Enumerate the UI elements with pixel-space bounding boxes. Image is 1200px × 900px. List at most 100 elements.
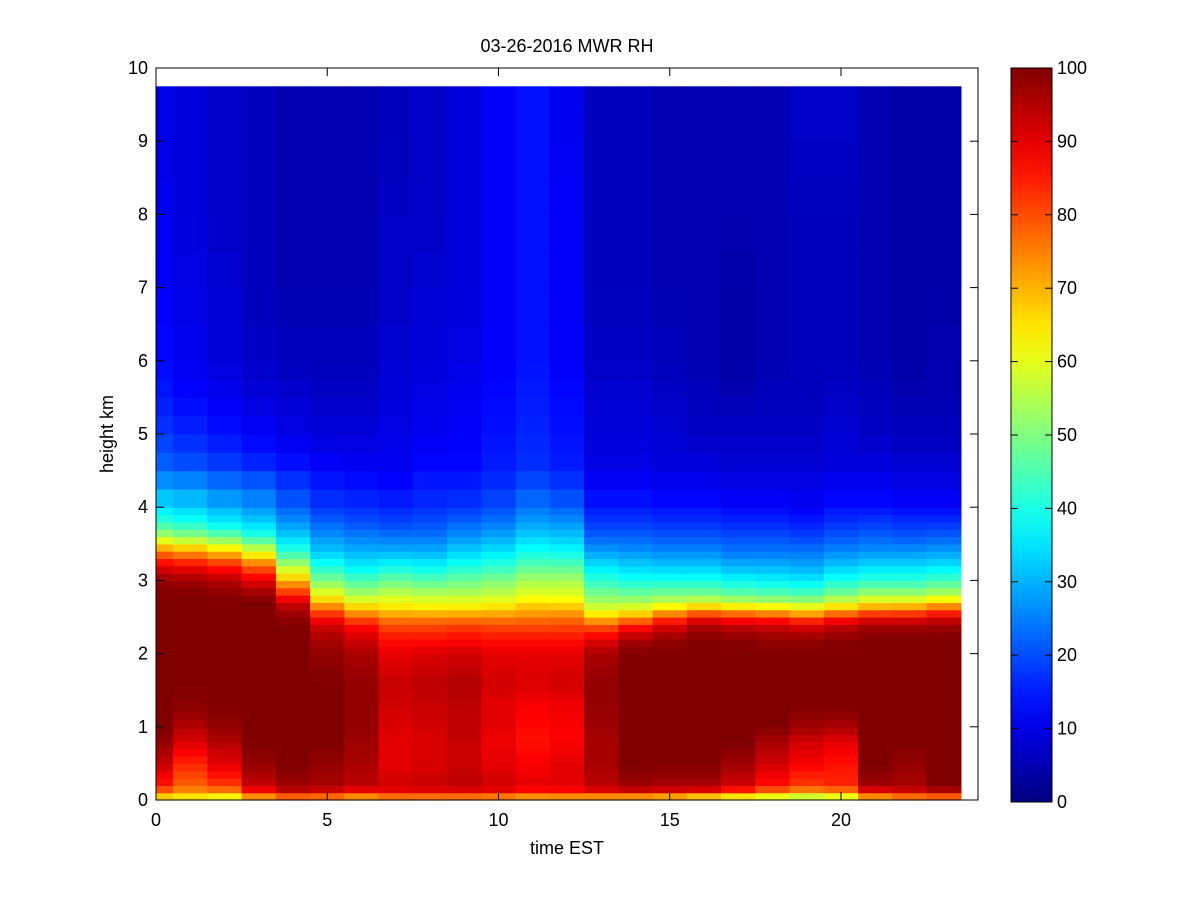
heatmap-cell [481, 470, 517, 490]
heatmap-cell [481, 488, 517, 508]
y-tick-label: 10 [128, 58, 148, 78]
heatmap-cell [755, 675, 791, 684]
heatmap-cell [344, 624, 380, 633]
heatmap-cell [481, 704, 517, 713]
heatmap-cell [515, 712, 551, 721]
heatmap-cell [584, 360, 619, 380]
heatmap-cell [823, 646, 859, 655]
heatmap-cell [549, 726, 585, 735]
heatmap-cell [926, 452, 962, 472]
heatmap-cell [618, 704, 654, 713]
heatmap-cell [156, 529, 174, 538]
heatmap-cell [892, 573, 928, 581]
heatmap-cell [310, 609, 345, 618]
heatmap-cell [207, 785, 243, 794]
heatmap-cell [173, 748, 208, 757]
heatmap-cell [515, 653, 551, 662]
heatmap-cell [412, 104, 448, 142]
heatmap-cell [926, 734, 962, 743]
heatmap-cell [823, 617, 859, 625]
heatmap-cell [789, 653, 825, 662]
heatmap-cell [549, 682, 585, 691]
heatmap-cell [858, 785, 893, 794]
heatmap-cell [412, 660, 448, 669]
heatmap-cell [173, 536, 208, 545]
heatmap-cell [412, 324, 448, 362]
heatmap-cell [549, 214, 585, 252]
heatmap-cell [618, 580, 654, 589]
heatmap-cell [892, 434, 928, 453]
heatmap-cell [549, 668, 585, 677]
heatmap-cell [310, 452, 345, 472]
heatmap-cell [447, 379, 482, 398]
heatmap-cell [686, 434, 722, 453]
heatmap-cell [378, 558, 414, 567]
heatmap-cell [481, 452, 517, 472]
heatmap-cell [892, 704, 928, 713]
heatmap-cell [173, 609, 208, 618]
heatmap-cell [755, 514, 791, 523]
heatmap-cell [241, 638, 277, 647]
heatmap-cell [618, 514, 654, 523]
heatmap-cell [549, 580, 585, 589]
heatmap-cell [275, 748, 311, 757]
heatmap-cell [926, 748, 962, 757]
heatmap-cell [310, 141, 345, 179]
heatmap-cell [755, 580, 791, 589]
heatmap-cell [447, 595, 482, 603]
heatmap-cell [207, 726, 243, 735]
heatmap-cell [241, 734, 277, 743]
heatmap-cell [652, 521, 688, 530]
heatmap-cell [173, 177, 208, 215]
heatmap-cell [823, 675, 859, 684]
heatmap-cell [686, 778, 722, 786]
heatmap-cell [156, 609, 174, 618]
heatmap-cell [686, 631, 722, 640]
heatmap-cell [412, 770, 448, 779]
heatmap-cell [892, 668, 928, 677]
heatmap-cell [789, 587, 825, 596]
heatmap-cell [344, 580, 380, 589]
heatmap-cell [173, 529, 208, 538]
heatmap-cell [789, 697, 825, 706]
heatmap-cell [584, 470, 619, 490]
heatmap-cell [412, 785, 448, 794]
heatmap-cell [310, 104, 345, 142]
heatmap-cell [275, 785, 311, 794]
heatmap-cell [549, 660, 585, 669]
heatmap-cell [412, 792, 448, 801]
heatmap-cell [173, 470, 208, 490]
heatmap-cell [412, 452, 448, 472]
heatmap-cell [549, 452, 585, 472]
heatmap-cell [926, 536, 962, 545]
heatmap-cell [789, 251, 825, 289]
heatmap-cell [584, 324, 619, 362]
heatmap-cell [926, 488, 962, 508]
heatmap-cell [310, 434, 345, 453]
heatmap-cell [447, 675, 482, 684]
heatmap-cell [412, 756, 448, 764]
heatmap-cell [755, 587, 791, 596]
heatmap-cell [549, 741, 585, 750]
heatmap-cell [241, 660, 277, 669]
heatmap-cell [823, 668, 859, 677]
heatmap-cell [241, 507, 277, 516]
heatmap-cell [156, 602, 174, 611]
heatmap-cell [721, 617, 756, 625]
heatmap-cell [892, 712, 928, 721]
heatmap-cell [344, 734, 380, 743]
heatmap-cell [789, 792, 825, 801]
heatmap-cell [412, 580, 448, 589]
heatmap-cell [858, 324, 893, 362]
heatmap-cell [275, 536, 311, 545]
heatmap-cell [584, 251, 619, 289]
heatmap-cell [618, 573, 654, 581]
heatmap-cell [858, 434, 893, 453]
heatmap-cell [412, 609, 448, 618]
heatmap-cell [652, 624, 688, 633]
heatmap-cell [481, 558, 517, 567]
heatmap-cell [858, 653, 893, 662]
heatmap-cell [412, 587, 448, 596]
heatmap-cell [241, 741, 277, 750]
heatmap-cell [823, 609, 859, 618]
